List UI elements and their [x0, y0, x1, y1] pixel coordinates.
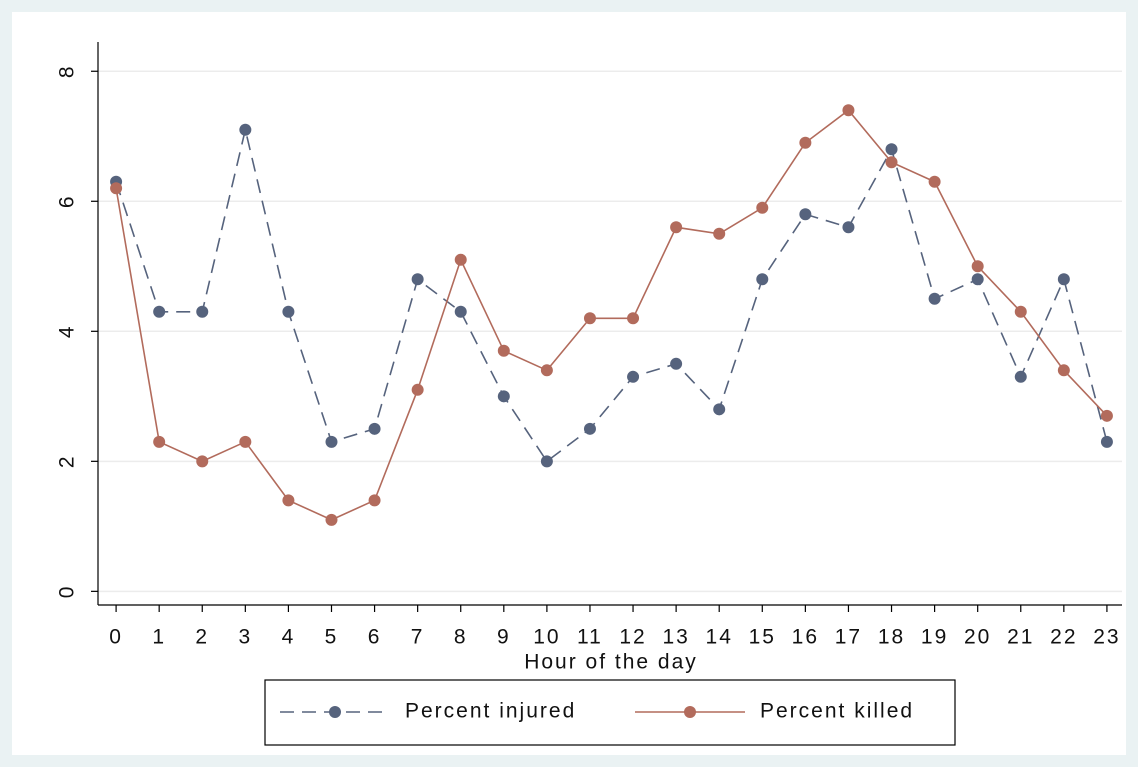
marker	[153, 305, 166, 318]
marker	[1057, 273, 1070, 286]
marker	[325, 513, 338, 526]
x-tick-label: 15	[749, 626, 776, 649]
series-line	[115, 129, 1108, 463]
marker	[971, 273, 984, 286]
legend-marker	[684, 706, 696, 718]
x-tick-label: 23	[1093, 626, 1120, 649]
marker	[1057, 364, 1070, 377]
y-tick-label: 8	[56, 64, 79, 78]
marker	[670, 221, 683, 234]
marker	[454, 305, 467, 318]
x-tick-label: 21	[1007, 626, 1034, 649]
marker	[368, 422, 381, 435]
marker	[497, 390, 510, 403]
marker	[713, 403, 726, 416]
x-tick-label: 18	[878, 626, 905, 649]
marker	[842, 104, 855, 117]
marker	[928, 292, 941, 305]
marker	[583, 312, 596, 325]
x-tick-label: 7	[411, 626, 425, 649]
marker	[282, 305, 295, 318]
series-line	[115, 109, 1108, 521]
x-tick-label: 5	[325, 626, 339, 649]
marker	[756, 273, 769, 286]
marker	[971, 260, 984, 273]
x-tick-label: 20	[964, 626, 991, 649]
marker	[239, 435, 252, 448]
marker	[497, 344, 510, 357]
marker	[885, 156, 898, 169]
marker	[325, 435, 338, 448]
marker	[239, 123, 252, 136]
x-tick-label: 17	[835, 626, 862, 649]
marker	[110, 182, 123, 195]
x-tick-label: 0	[109, 626, 123, 649]
y-tick-label: 6	[56, 194, 79, 208]
marker	[928, 175, 941, 188]
legend-label: Percent injured	[405, 700, 576, 723]
x-tick-label: 13	[662, 626, 689, 649]
marker	[583, 422, 596, 435]
x-tick-label: 1	[152, 626, 166, 649]
x-tick-label: 12	[619, 626, 646, 649]
plot-region	[12, 12, 1126, 755]
x-tick-label: 10	[533, 626, 560, 649]
marker	[411, 383, 424, 396]
x-tick-label: 3	[238, 626, 252, 649]
x-tick-label: 6	[368, 626, 382, 649]
legend-marker	[329, 706, 341, 718]
marker	[196, 455, 209, 468]
marker	[1014, 305, 1027, 318]
marker	[540, 364, 553, 377]
legend-label: Percent killed	[760, 700, 914, 723]
marker	[454, 253, 467, 266]
x-tick-label: 11	[577, 626, 603, 649]
x-tick-label: 4	[282, 626, 296, 649]
y-tick-label: 0	[56, 585, 79, 599]
marker	[282, 494, 295, 507]
marker	[799, 136, 812, 149]
x-axis-title: Hour of the day	[524, 651, 698, 674]
marker	[153, 435, 166, 448]
marker	[756, 201, 769, 214]
x-tick-label: 8	[454, 626, 468, 649]
marker	[627, 312, 640, 325]
marker	[196, 305, 209, 318]
marker	[885, 143, 898, 156]
marker	[842, 221, 855, 234]
x-tick-label: 9	[497, 626, 511, 649]
marker	[1014, 370, 1027, 383]
x-tick-label: 2	[195, 626, 209, 649]
marker	[540, 455, 553, 468]
x-tick-label: 14	[706, 626, 733, 649]
marker	[799, 208, 812, 221]
marker	[1100, 409, 1113, 422]
x-tick-label: 19	[921, 626, 948, 649]
x-tick-label: 16	[792, 626, 819, 649]
marker	[411, 273, 424, 286]
marker	[713, 227, 726, 240]
marker	[627, 370, 640, 383]
marker	[368, 494, 381, 507]
x-tick-label: 22	[1050, 626, 1077, 649]
marker	[1100, 435, 1113, 448]
marker	[670, 357, 683, 370]
y-tick-label: 4	[56, 324, 79, 338]
y-tick-label: 2	[56, 454, 79, 468]
